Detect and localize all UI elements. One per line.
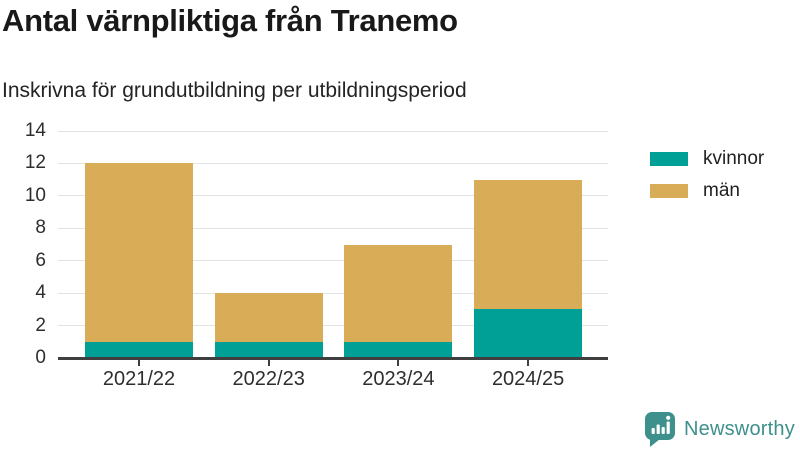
bar-segment-män-2024/25 <box>474 179 583 310</box>
gridline-y-4 <box>58 292 608 294</box>
bar-segment-män-2021/22 <box>85 163 193 342</box>
legend-item-män: män <box>650 181 764 200</box>
x-axis: 2021/22 2022/23 2023/24 2024/25 <box>58 360 608 400</box>
x-tick-2021/22 <box>138 360 140 366</box>
y-tick-label-10: 10 <box>24 184 46 206</box>
newsworthy-bubble-chart-icon <box>645 412 675 447</box>
y-tick-label-6: 6 <box>35 249 46 271</box>
bar-segment-män-2022/23 <box>214 293 323 342</box>
gridline-y-10 <box>58 195 608 197</box>
chart-subtitle: Inskrivna för grundutbildning per utbild… <box>2 79 467 102</box>
gridline-y-2 <box>58 325 608 327</box>
y-tick-label-4: 4 <box>35 282 46 304</box>
gridline-y-14 <box>58 130 608 132</box>
y-tick-label-2: 2 <box>35 314 46 336</box>
x-axis-line <box>58 357 608 360</box>
legend: kvinnor män <box>650 149 764 213</box>
x-tick-label-2022/23: 2022/23 <box>232 368 305 390</box>
gridline-y-8 <box>58 227 608 229</box>
bar-segment-kvinnor-2021/22 <box>85 341 193 358</box>
x-tick-2024/25 <box>527 360 530 366</box>
gridline-y-12 <box>58 162 608 164</box>
y-tick-label-12: 12 <box>24 152 46 174</box>
y-tick-label-0: 0 <box>35 347 46 368</box>
chart-title: Antal värnpliktiga från Tranemo <box>2 3 458 38</box>
x-tick-2023/24 <box>397 360 400 366</box>
plot-area <box>58 130 608 358</box>
x-tick-2022/23 <box>267 360 270 366</box>
y-tick-label-8: 8 <box>35 217 46 239</box>
legend-swatch-kvinnor <box>650 151 688 166</box>
x-tick-label-2024/25: 2024/25 <box>491 368 565 390</box>
x-tick-label-2021/22: 2021/22 <box>102 368 176 390</box>
newsworthy-logo[interactable]: Newsworthy <box>644 411 795 448</box>
bar-segment-kvinnor-2023/24 <box>344 341 453 358</box>
y-axis: 0 2 4 6 8 10 12 14 <box>0 120 46 368</box>
legend-swatch-män <box>650 183 688 198</box>
bar-segment-kvinnor-2022/23 <box>214 341 323 358</box>
gridline-y-6 <box>58 260 608 262</box>
y-tick-label-14: 14 <box>24 120 46 141</box>
legend-item-kvinnor: kvinnor <box>650 149 764 168</box>
bar-segment-kvinnor-2024/25 <box>474 309 583 358</box>
legend-label-män: män <box>703 180 740 201</box>
newsworthy-wordmark: Newsworthy <box>684 418 795 440</box>
bar-segment-män-2023/24 <box>344 244 453 342</box>
x-tick-label-2023/24: 2023/24 <box>362 368 435 390</box>
legend-label-kvinnor: kvinnor <box>703 148 765 169</box>
